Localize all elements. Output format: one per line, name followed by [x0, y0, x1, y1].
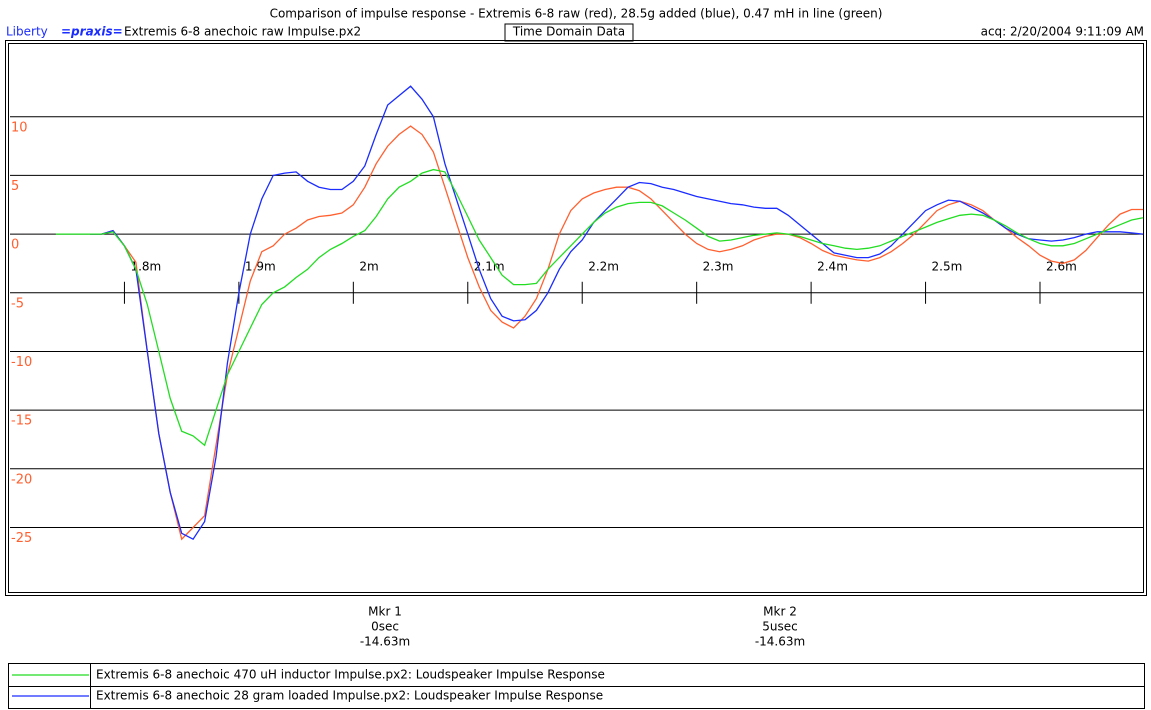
plot-frame	[5, 40, 1147, 596]
y-tick-label: -15	[11, 414, 32, 429]
x-tick-label: 2.1m	[474, 259, 505, 273]
y-tick-label: -10	[11, 355, 32, 370]
x-tick-label: 2m	[359, 259, 378, 273]
x-tick-label: 2.6m	[1046, 259, 1077, 273]
x-tick-label: 1.8m	[130, 259, 161, 273]
y-tick-label: 10	[11, 120, 28, 135]
legend-label: Extremis 6-8 anechoic 470 uH inductor Im…	[96, 668, 605, 682]
marker-level: -14.63m	[360, 635, 410, 649]
series-line	[90, 125, 1143, 541]
marker-name: Mkr 2	[763, 605, 797, 619]
marker-time: 0sec	[371, 620, 399, 634]
header-file: Extremis 6-8 anechoic raw Impulse.px2	[124, 25, 361, 39]
x-tick-label: 2.2m	[588, 259, 619, 273]
x-tick-label: 2.5m	[932, 259, 963, 273]
header-brand: =praxis=	[61, 25, 123, 39]
x-tick-label: 2.4m	[817, 259, 848, 273]
chart-title: Comparison of impulse response - Extremi…	[270, 7, 883, 21]
x-tick-label: 2.3m	[703, 259, 734, 273]
header-acq: acq: 2/20/2004 9:11:09 AM	[981, 25, 1144, 39]
marker-name: Mkr 1	[368, 605, 402, 619]
y-tick-label: -25	[11, 531, 32, 546]
x-tick-label: 1.9m	[245, 259, 276, 273]
y-tick-label: 5	[11, 179, 19, 194]
series-line	[90, 85, 1144, 541]
marker-time: 5usec	[762, 620, 797, 634]
series-line	[55, 168, 1144, 447]
legend-label: Extremis 6-8 anechoic 28 gram loaded Imp…	[96, 689, 603, 703]
plot-frame-inner	[8, 43, 1144, 593]
y-tick-label: 0	[11, 238, 19, 253]
marker-level: -14.63m	[755, 635, 805, 649]
y-tick-label: -5	[11, 296, 24, 311]
header-left: Liberty	[6, 25, 48, 39]
y-tick-label: -20	[11, 472, 32, 487]
header-mode: Time Domain Data	[512, 25, 625, 39]
